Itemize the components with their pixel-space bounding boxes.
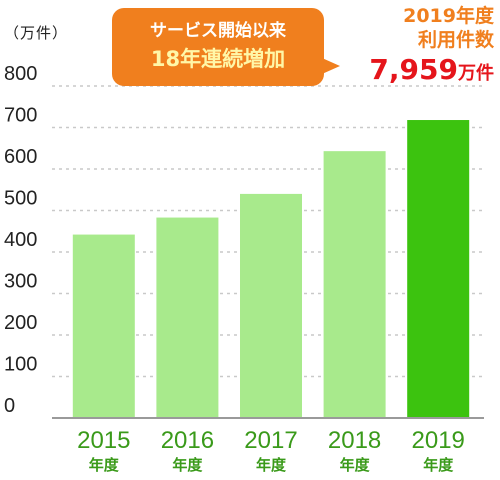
x-tick-suffix-2017: 年度 <box>256 456 287 474</box>
x-tick-suffix-2018: 年度 <box>340 456 371 474</box>
callout-line-1: サービス開始以来 <box>150 21 286 41</box>
y-tick-label-400: 400 <box>4 229 37 251</box>
x-tick-suffix-2015: 年度 <box>89 456 120 474</box>
highlight-value: 7,959 <box>369 53 458 86</box>
y-tick-label-500: 500 <box>4 188 37 210</box>
y-tick-label-700: 700 <box>4 105 37 127</box>
y-tick-label-800: 800 <box>4 63 37 85</box>
bar-2018 <box>323 151 386 418</box>
highlight-unit: 万件 <box>458 63 494 84</box>
x-tick-suffix-2019: 年度 <box>423 456 454 474</box>
x-tick-label-2015: 2015 <box>77 427 130 454</box>
y-tick-label-200: 200 <box>4 312 37 334</box>
bar-2017 <box>240 193 302 418</box>
bar-2015 <box>72 234 135 418</box>
y-tick-label-100: 100 <box>4 354 37 376</box>
x-tick-label-2019: 2019 <box>412 427 465 454</box>
highlight-caption: 利用件数 <box>417 29 494 51</box>
x-tick-label-2016: 2016 <box>161 427 214 454</box>
x-tick-label-2017: 2017 <box>244 427 297 454</box>
y-tick-label-300: 300 <box>4 271 37 293</box>
y-tick-label-600: 600 <box>4 146 37 168</box>
bar-2019 <box>407 120 470 418</box>
callout-line-2: 18年連続増加 <box>150 47 286 71</box>
x-tick-label-2018: 2018 <box>328 427 381 454</box>
y-tick-label-0: 0 <box>4 395 15 417</box>
callout-badge: サービス開始以来 18年連続増加 <box>112 8 340 86</box>
y-axis-unit-label: （万件） <box>4 24 69 42</box>
x-tick-suffix-2016: 年度 <box>172 456 203 474</box>
highlight-year: 2019年度 <box>403 5 494 27</box>
highlight-annotation: 2019年度 利用件数 7,959万件 <box>344 4 494 92</box>
highlight-value-row: 7,959万件 <box>344 52 494 92</box>
bar-2016 <box>156 217 219 418</box>
